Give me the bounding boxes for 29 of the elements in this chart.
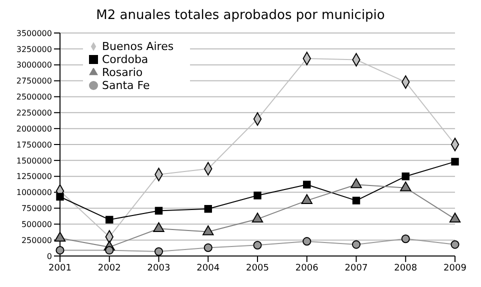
x-tick-label: 2009 [444, 263, 467, 274]
x-tick-label: 2007 [344, 263, 368, 274]
y-tick-label: 1250000 [16, 172, 52, 182]
y-tick-label: 250000 [21, 236, 52, 245]
chart-title: M2 anuales totales aprobados por municipio [95, 8, 386, 25]
y-tick-label: 2250000 [16, 108, 52, 118]
legend-label: Cordoba [102, 53, 148, 66]
y-tick-label: 1000000 [16, 188, 52, 198]
y-tick-label: 0 [46, 252, 52, 261]
y-tick-label: 500000 [21, 220, 52, 229]
y-tick-label: 1750000 [16, 140, 52, 150]
x-tick-label: 2004 [196, 263, 220, 274]
x-tick-label: 2002 [98, 263, 121, 274]
y-tick-label: 3500000 [16, 28, 52, 38]
legend-label: Rosario [102, 66, 143, 79]
y-tick-label: 3250000 [16, 44, 52, 54]
legend-label: Santa Fe [102, 79, 150, 92]
x-tick-label: 2001 [48, 263, 72, 274]
x-tick-label: 2005 [246, 263, 269, 274]
x-tick-label: 2003 [147, 263, 170, 274]
legend-label: Buenos Aires [102, 40, 174, 53]
y-tick-label: 2750000 [16, 76, 52, 86]
y-tick-label: 750000 [21, 204, 52, 214]
x-tick-label: 2006 [295, 263, 319, 274]
y-tick-label: 3000000 [16, 60, 52, 70]
y-tick-label: 2000000 [16, 124, 52, 134]
y-tick-label: 2500000 [16, 92, 52, 102]
x-tick-label: 2008 [394, 263, 418, 274]
y-tick-label: 1500000 [16, 156, 52, 166]
